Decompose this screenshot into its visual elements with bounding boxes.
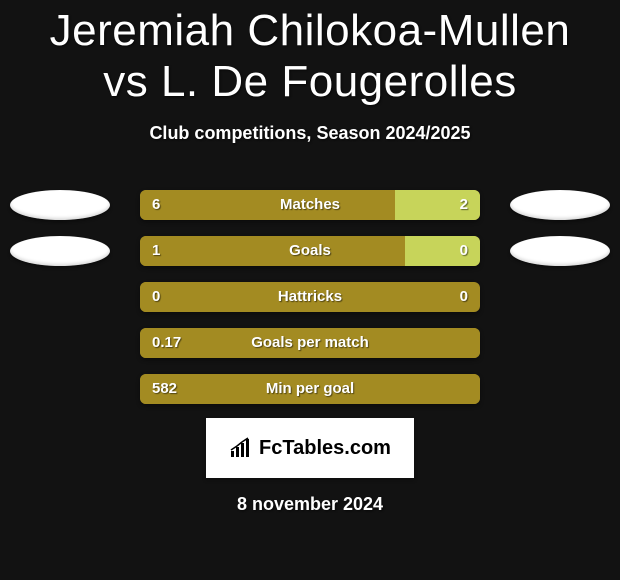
stats-container: 62Matches10Goals00Hattricks0.17Goals per… [0, 182, 620, 412]
subtitle: Club competitions, Season 2024/2025 [0, 123, 620, 144]
stat-label: Min per goal [140, 374, 480, 404]
stat-row: 00Hattricks [0, 274, 620, 320]
stat-label: Goals per match [140, 328, 480, 358]
pill-left [10, 236, 110, 266]
pill-left [10, 190, 110, 220]
stat-row: 62Matches [0, 182, 620, 228]
pill-right [510, 236, 610, 266]
stat-label: Hattricks [140, 282, 480, 312]
logo-box: FcTables.com [206, 418, 414, 478]
chart-icon [229, 437, 253, 459]
stat-label: Matches [140, 190, 480, 220]
logo-text: FcTables.com [259, 437, 391, 460]
date-text: 8 november 2024 [0, 494, 620, 515]
page-title: Jeremiah Chilokoa-Mullen vs L. De Fouger… [0, 0, 620, 107]
pill-right [510, 190, 610, 220]
stat-row: 0.17Goals per match [0, 320, 620, 366]
stat-label: Goals [140, 236, 480, 266]
stat-row: 10Goals [0, 228, 620, 274]
stat-row: 582Min per goal [0, 366, 620, 412]
